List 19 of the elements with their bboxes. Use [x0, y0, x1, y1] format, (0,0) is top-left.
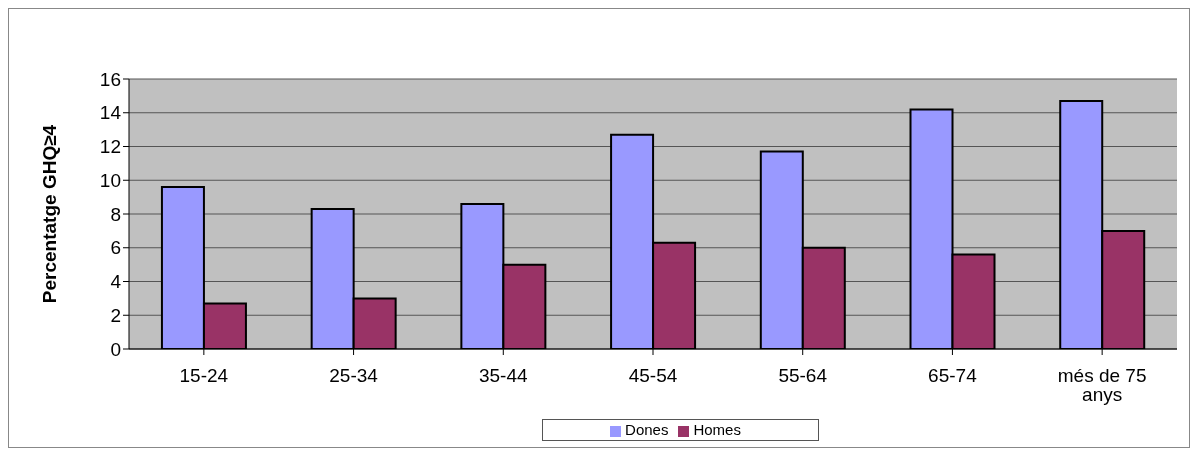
x-tick-label: 65-74: [928, 365, 978, 387]
y-tick-label: 2: [110, 304, 121, 326]
y-tick-label: 8: [110, 203, 121, 225]
y-tick-label: 16: [99, 68, 121, 90]
x-tick-label: 55-64: [778, 365, 828, 387]
legend-label: Dones: [625, 421, 669, 438]
y-tick-label: 14: [99, 102, 122, 124]
x-tick-label: 15-24: [179, 365, 229, 387]
x-tick-label: 35-44: [478, 365, 529, 387]
x-tick-label: 25-34: [329, 365, 379, 387]
y-tick-label: 0: [110, 338, 121, 360]
legend-label: Homes: [693, 421, 741, 438]
y-tick-label: 4: [110, 271, 122, 293]
y-tick-label: 6: [110, 237, 121, 259]
y-tick-label: 10: [99, 169, 121, 191]
x-tick-label: més de 75 anys: [1057, 365, 1147, 406]
y-axis-title: Percentatge GHQ≥4: [38, 124, 60, 304]
y-tick-label: 12: [99, 136, 121, 158]
x-tick-label: 45-54: [628, 365, 678, 387]
